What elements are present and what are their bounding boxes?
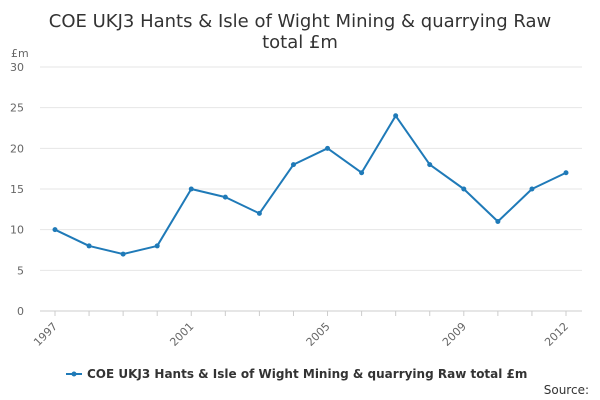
y-tick-label-15: 15 [10,183,24,196]
x-tick-label-1997: 1997 [31,320,60,349]
data-point-2011[interactable] [529,186,535,192]
y-tick-label-25: 25 [10,102,24,115]
y-tick-label-20: 20 [10,142,24,155]
y-tick-label-0: 0 [17,305,24,318]
legend[interactable]: COE UKJ3 Hants & Isle of Wight Mining & … [66,367,527,381]
data-point-1997[interactable] [52,227,58,233]
x-tick-label-2005: 2005 [304,320,333,349]
data-point-2002[interactable] [222,194,228,200]
y-axis-ticks: 0 5 10 15 20 25 30 [10,61,24,318]
data-point-2000[interactable] [154,243,160,249]
series-group [52,113,569,257]
y-tick-label-30: 30 [10,61,24,74]
data-point-2008[interactable] [427,162,433,168]
data-point-2004[interactable] [290,162,296,168]
gridlines [40,66,582,271]
x-tick-label-2009: 2009 [440,320,469,349]
y-tick-label-5: 5 [17,264,24,277]
legend-marker [71,371,77,377]
x-tick-label-2001: 2001 [167,320,196,349]
data-point-2012[interactable] [563,170,569,176]
data-point-2009[interactable] [461,186,467,192]
data-point-2005[interactable] [325,145,331,151]
legend-label: COE UKJ3 Hants & Isle of Wight Mining & … [87,367,527,381]
x-axis-ticks: 1997 2001 2005 2009 2012 [31,311,571,349]
data-point-2001[interactable] [188,186,194,192]
series-line-0 [54,114,567,256]
chart-title-line-1: COE UKJ3 Hants & Isle of Wight Mining & … [49,11,551,32]
chart-title-line-2: total £m [262,32,338,53]
data-point-2007[interactable] [393,113,399,119]
data-point-2006[interactable] [359,170,365,176]
data-point-1998[interactable] [86,243,92,249]
x-tick-label-2012: 2012 [542,320,571,349]
y-tick-label-10: 10 [10,224,24,237]
data-point-2010[interactable] [495,219,501,225]
data-point-2003[interactable] [256,210,262,216]
source-label: Source: [544,383,589,397]
data-point-1999[interactable] [120,251,126,257]
y-axis-unit: £m [11,47,29,60]
